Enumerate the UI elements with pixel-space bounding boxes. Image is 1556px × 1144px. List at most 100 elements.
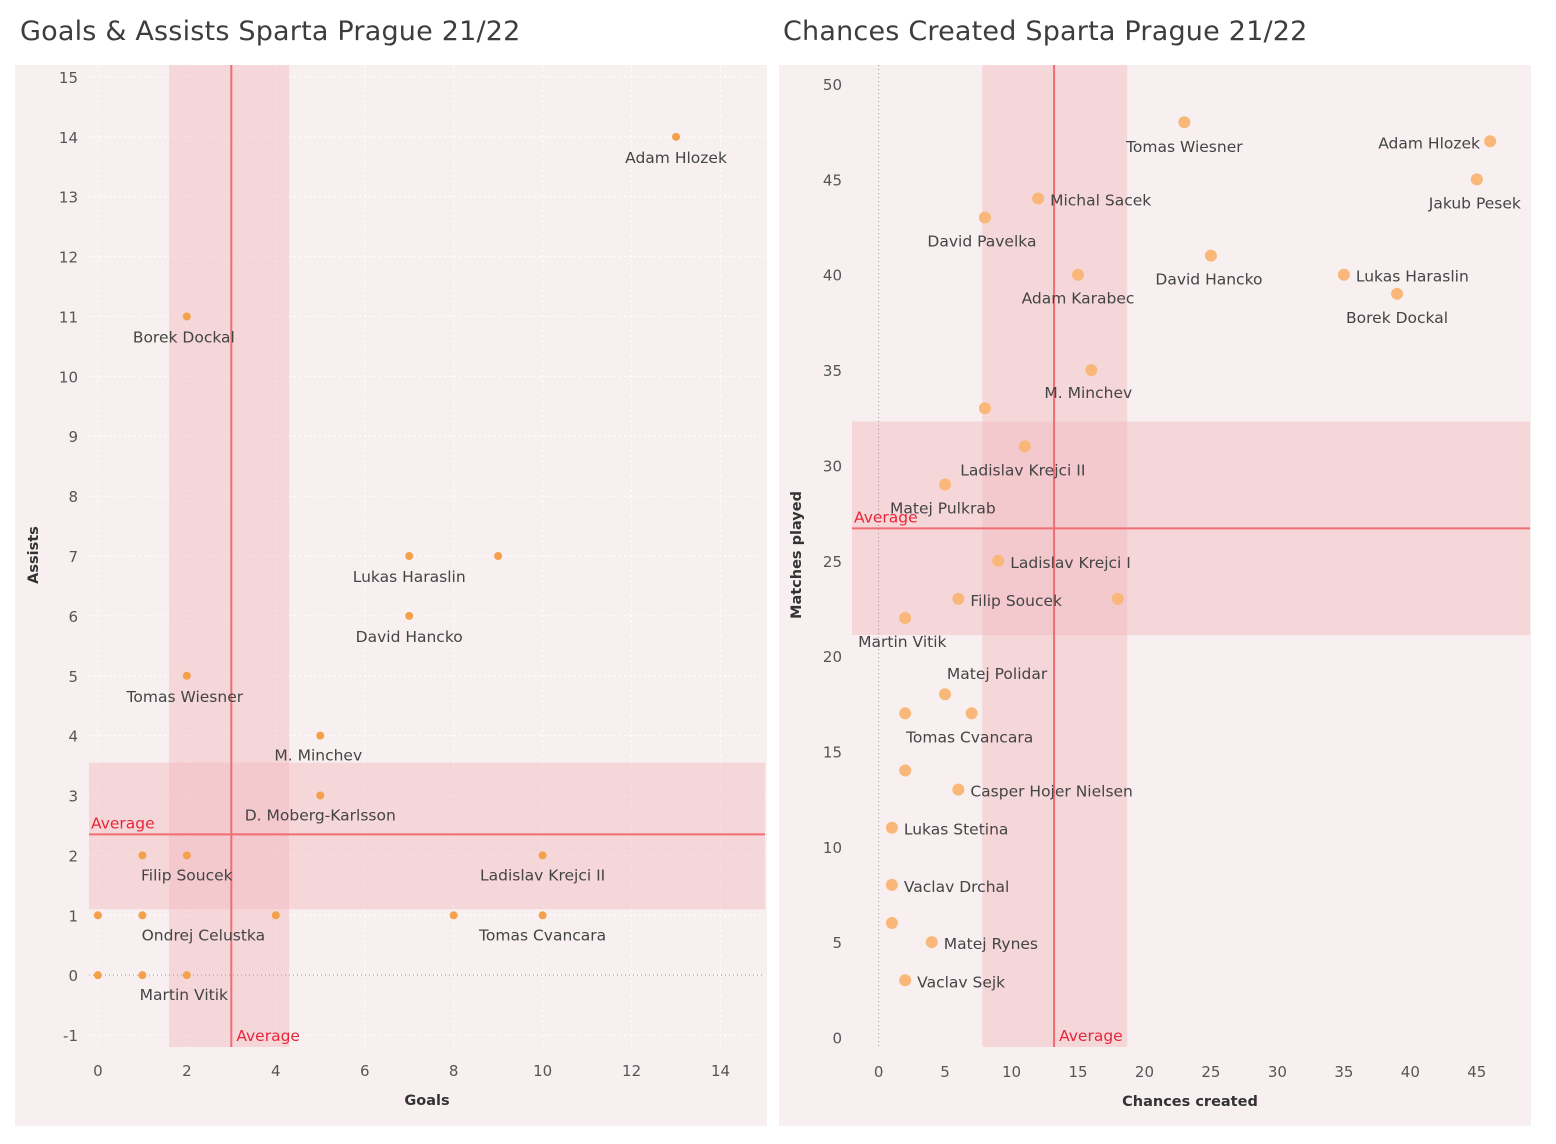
data-point-label: M. Minchev [1044, 384, 1132, 402]
x-tick-label: 6 [360, 1062, 370, 1080]
data-point [138, 851, 147, 860]
data-point [1018, 440, 1031, 453]
average-label-x: Average [236, 1027, 300, 1045]
y-tick-label: 2 [68, 847, 78, 865]
plot-background [15, 65, 767, 1126]
data-point-label: Michal Sacek [1050, 191, 1151, 209]
data-point [449, 911, 458, 920]
data-point-label: Martin Vitik [140, 986, 228, 1004]
y-tick-label: 6 [68, 608, 78, 626]
chances-created-chart: Average Average 0 5 10 15 20 25 30 35 40 45 0 5 10 15 20… [779, 65, 1531, 1126]
data-point-label: Tomas Wiesner [1125, 138, 1243, 156]
y-tick-label: 13 [59, 189, 78, 207]
data-point-label: Lukas Stetina [904, 821, 1009, 839]
average-band-vertical [169, 65, 290, 1047]
y-tick-label: 1 [68, 907, 78, 925]
data-point-label: Filip Soucek [970, 592, 1062, 610]
y-tick-label: 25 [823, 553, 842, 571]
data-point-label: Matej Rynes [944, 935, 1038, 953]
x-tick-label: 40 [1401, 1063, 1420, 1081]
data-point-label: Borek Dockal [133, 328, 235, 346]
y-axis-title: Matches played [789, 491, 805, 619]
data-point-label: D. Moberg-Karlsson [245, 807, 396, 825]
y-tick-label: 15 [59, 69, 78, 87]
y-tick-label: 5 [68, 668, 78, 686]
data-point [494, 552, 503, 560]
x-tick-label: 8 [449, 1062, 459, 1080]
data-point [1391, 287, 1404, 300]
y-tick-label: 30 [823, 457, 842, 475]
data-point [182, 851, 191, 860]
data-point [1204, 249, 1217, 262]
data-point-label: Ladislav Krejci II [960, 461, 1085, 479]
x-tick-label: 30 [1268, 1063, 1287, 1081]
average-label-y: Average [854, 508, 918, 526]
data-point-label: Tomas Cvancara [478, 926, 606, 944]
plot-background [779, 65, 1531, 1126]
data-point [899, 707, 912, 720]
y-tick-label: 0 [832, 1029, 842, 1047]
average-band-horizontal [89, 762, 765, 910]
data-point [1032, 192, 1045, 205]
data-point [182, 312, 191, 321]
data-point-label: Lukas Haraslin [353, 568, 466, 586]
x-tick-label: 5 [940, 1063, 950, 1081]
x-axis-title: Goals [404, 1093, 449, 1109]
x-tick-label: 25 [1201, 1063, 1220, 1081]
data-point-label: Matej Polidar [947, 665, 1048, 683]
x-tick-label: 35 [1334, 1063, 1353, 1081]
data-point-label: Martin Vitik [858, 633, 946, 651]
data-point-label: Ondrej Celustka [142, 926, 266, 944]
x-tick-label: 4 [271, 1062, 281, 1080]
data-point [1484, 135, 1497, 148]
data-point [182, 971, 191, 980]
data-point [405, 611, 414, 620]
x-tick-label: 45 [1467, 1063, 1486, 1081]
data-point-label: Casper Hojer Nielsen [970, 783, 1133, 801]
data-point [93, 971, 102, 980]
data-point-label: Adam Hlozek [1378, 134, 1480, 152]
y-tick-label: 35 [823, 362, 842, 380]
data-point [93, 911, 102, 920]
data-point-label: Borek Dockal [1346, 309, 1448, 327]
y-tick-label: 4 [68, 728, 78, 746]
data-point [405, 552, 414, 560]
y-tick-label: 8 [68, 488, 78, 506]
data-point [1085, 364, 1098, 377]
data-point [925, 936, 938, 949]
data-point [952, 592, 965, 605]
data-point [952, 783, 965, 796]
y-tick-label: 3 [68, 788, 78, 806]
y-tick-label: 7 [68, 548, 78, 566]
data-point-label: David Pavelka [927, 233, 1036, 251]
y-tick-label: 45 [823, 171, 842, 189]
x-tick-label: 2 [182, 1062, 192, 1080]
x-tick-label: 14 [711, 1062, 730, 1080]
data-point-label: Tomas Wiesner [126, 688, 244, 706]
data-point [885, 878, 898, 891]
data-point [885, 917, 898, 930]
data-point-label: David Hancko [356, 628, 463, 646]
data-point-label: Vaclav Sejk [917, 973, 1005, 991]
data-point [899, 611, 912, 624]
x-tick-label: 15 [1068, 1063, 1087, 1081]
data-point [538, 851, 547, 860]
data-point [992, 554, 1005, 567]
data-point [672, 132, 681, 141]
y-tick-label: 15 [823, 743, 842, 761]
average-label-x: Average [1059, 1027, 1123, 1045]
data-point [899, 974, 912, 987]
y-tick-label: -1 [63, 1027, 78, 1045]
y-tick-label: 5 [832, 934, 842, 952]
chart-title-goals-assists: Goals & Assists Sparta Prague 21/22 [20, 16, 521, 47]
y-tick-label: 11 [59, 308, 78, 326]
data-point-label: Matej Pulkrab [890, 499, 996, 517]
data-point [939, 688, 952, 701]
data-point [899, 764, 912, 777]
y-tick-label: 10 [823, 839, 842, 857]
data-point [978, 211, 991, 224]
data-point-label: M. Minchev [274, 747, 362, 765]
x-tick-label: 10 [533, 1062, 552, 1080]
